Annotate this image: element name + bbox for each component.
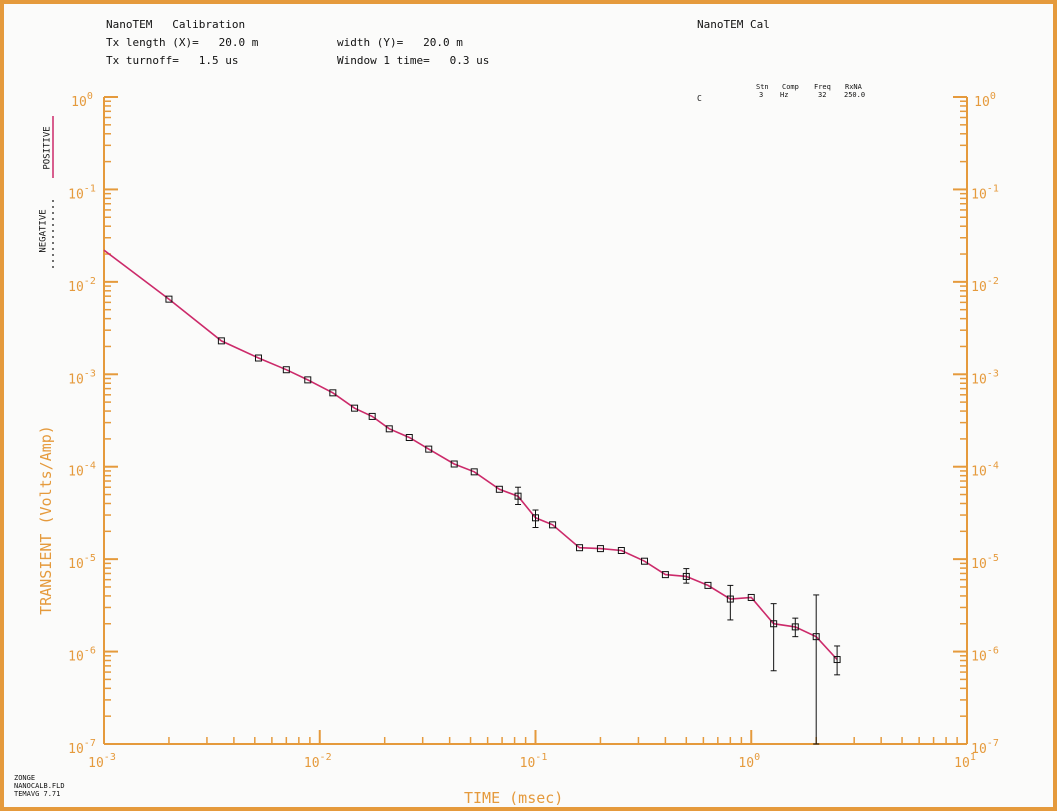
- legend-positive-label: POSITIVE: [42, 126, 53, 170]
- y-tick-label-left: 10-1: [68, 183, 96, 202]
- right-title: NanoTEM Cal: [697, 18, 770, 31]
- x-tick-label: 10-2: [304, 752, 332, 771]
- data-point: [704, 581, 712, 589]
- data-point: [217, 337, 225, 345]
- data-point: [329, 389, 337, 397]
- y-tick-label-right: 10-4: [971, 461, 999, 480]
- data-point: [532, 514, 539, 522]
- data-point: [470, 468, 478, 476]
- y-tick-label-left: 100: [71, 91, 93, 110]
- row-label: C: [697, 94, 702, 103]
- chart-title: NanoTEM Calibration: [106, 18, 246, 31]
- footer-line-1: ZONGE: [14, 774, 36, 782]
- stn-header: Stn: [756, 83, 769, 91]
- y-tick-label-left: 10-6: [68, 646, 96, 665]
- data-point: [596, 545, 604, 553]
- y-tick-label-left: 10-5: [68, 553, 96, 572]
- data-point: [450, 460, 458, 468]
- data-point: [812, 633, 820, 641]
- data-point: [726, 595, 734, 603]
- footer-line-2: NANOCALB.FLD: [14, 782, 65, 790]
- y-tick-label-right: 10-3: [971, 368, 999, 387]
- data-point: [661, 571, 669, 579]
- y-tick-label-right: 10-5: [971, 553, 999, 572]
- x-tick-label: 100: [738, 752, 760, 771]
- data-point: [770, 620, 778, 628]
- comp-header: Comp: [782, 83, 799, 91]
- tx-turnoff-label: Tx turnoff= 1.5 us: [106, 54, 239, 67]
- y-tick-label-left: 10-2: [68, 276, 96, 295]
- data-point: [368, 412, 376, 420]
- data-point: [617, 547, 625, 555]
- tx-length-label: Tx length (X)= 20.0 m: [106, 36, 259, 49]
- data-point: [495, 485, 503, 493]
- footer-line-3: TEMAVG 7.71: [14, 790, 61, 798]
- rxna-header: RxNA: [845, 83, 862, 91]
- data-point: [791, 623, 799, 631]
- rxna-value: 250.0: [844, 91, 866, 99]
- x-axis-title: TIME (msec): [464, 789, 564, 807]
- y-tick-label-right: 10-6: [971, 646, 999, 665]
- y-tick-label-right: 10-2: [971, 276, 999, 295]
- y-tick-label-right: 100: [974, 91, 996, 110]
- x-tick-label: 101: [954, 752, 976, 771]
- tick-labels-group: 100 100 10-1 10-1 10-2 10-2 10-3 10-3 10-4 10-4 10…: [68, 91, 999, 771]
- data-point: [254, 354, 262, 362]
- x-tick-label: 10-1: [520, 752, 548, 771]
- data-point: [405, 434, 413, 442]
- axes-group: [103, 96, 968, 745]
- data-point: [282, 366, 290, 374]
- data-point: [549, 521, 557, 529]
- comp-value: Hz: [780, 91, 789, 99]
- y-tick-label-left: 10-4: [68, 461, 96, 480]
- data-point: [747, 593, 755, 601]
- window-time-label: Window 1 time= 0.3 us: [337, 54, 490, 67]
- freq-value: 32: [818, 91, 827, 99]
- y-tick-label-right: 10-1: [971, 183, 999, 202]
- y-axis-title: TRANSIENT (Volts/Amp): [37, 425, 55, 615]
- data-point: [640, 557, 648, 565]
- data-point: [385, 425, 393, 433]
- measurement-marks-group: [165, 295, 841, 745]
- stn-value: 3: [759, 91, 764, 99]
- data-point: [425, 445, 433, 453]
- y-tick-label-left: 10-3: [68, 368, 96, 387]
- data-point: [304, 376, 312, 384]
- data-point: [576, 544, 584, 552]
- y-tick-label-left: 10-7: [68, 738, 96, 757]
- legend-negative-label: NEGATIVE: [38, 209, 49, 253]
- data-point: [351, 404, 359, 412]
- data-point: [682, 572, 690, 580]
- data-point: [833, 656, 841, 664]
- x-tick-label: 10-3: [88, 752, 116, 771]
- freq-header: Freq: [814, 83, 831, 91]
- tx-width-label: width (Y)= 20.0 m: [337, 36, 463, 49]
- data-point: [514, 492, 522, 500]
- data-point: [165, 295, 173, 303]
